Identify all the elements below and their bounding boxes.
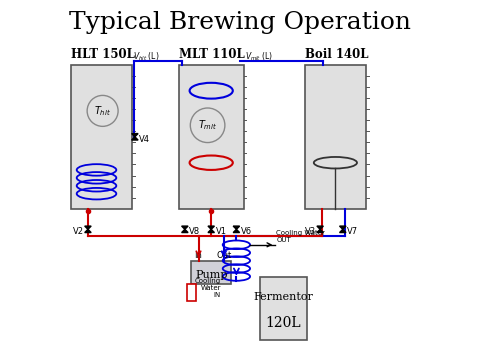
Text: In: In	[194, 251, 203, 260]
Text: Cooling
Water
IN: Cooling Water IN	[195, 278, 221, 298]
Bar	[179, 65, 243, 209]
Text: MLT 110L: MLT 110L	[179, 48, 244, 61]
Text: $T_{mlt}$: $T_{mlt}$	[198, 118, 217, 132]
Text: Typical Brewing Operation: Typical Brewing Operation	[69, 11, 411, 34]
Polygon shape	[132, 134, 138, 137]
Text: V3: V3	[305, 227, 316, 236]
Text: V1: V1	[216, 227, 227, 236]
Polygon shape	[84, 229, 91, 233]
Polygon shape	[132, 137, 138, 140]
Text: V2: V2	[72, 227, 84, 236]
Polygon shape	[339, 226, 346, 229]
Polygon shape	[84, 226, 91, 229]
Text: Pump: Pump	[195, 270, 228, 280]
Polygon shape	[317, 226, 324, 229]
Polygon shape	[317, 229, 324, 233]
Polygon shape	[181, 229, 188, 233]
Polygon shape	[181, 226, 188, 229]
Text: V4: V4	[139, 135, 150, 144]
Polygon shape	[233, 226, 240, 229]
Polygon shape	[208, 229, 215, 233]
Bar	[71, 65, 132, 209]
Text: V8: V8	[189, 227, 200, 236]
Bar	[187, 284, 196, 301]
Text: $V_{hlt}$ (L): $V_{hlt}$ (L)	[133, 50, 160, 63]
Text: V6: V6	[240, 227, 252, 236]
Polygon shape	[208, 226, 215, 229]
Text: HLT 150L: HLT 150L	[71, 48, 135, 61]
Bar	[192, 261, 231, 284]
Polygon shape	[339, 229, 346, 233]
Text: $V_{mlt}$ (L): $V_{mlt}$ (L)	[245, 50, 273, 63]
Text: Out: Out	[216, 251, 231, 260]
Text: Cooling Water
OUT: Cooling Water OUT	[276, 230, 325, 243]
Bar	[260, 277, 307, 340]
Text: Fermentor: Fermentor	[253, 292, 313, 302]
Text: 120L: 120L	[265, 316, 301, 329]
Text: Boil 140L: Boil 140L	[305, 48, 368, 61]
Text: $T_{hlt}$: $T_{hlt}$	[94, 104, 111, 118]
Polygon shape	[233, 229, 240, 233]
Text: V7: V7	[347, 227, 358, 236]
Bar	[305, 65, 366, 209]
